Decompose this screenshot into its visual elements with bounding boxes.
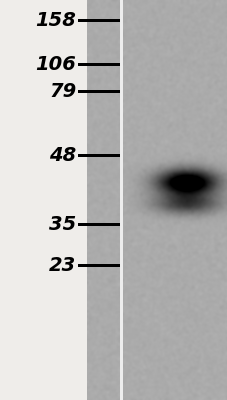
Text: 79: 79 — [49, 82, 76, 101]
Text: 23: 23 — [49, 256, 76, 275]
Text: 158: 158 — [35, 11, 76, 30]
Text: 48: 48 — [49, 146, 76, 165]
Text: 106: 106 — [35, 54, 76, 74]
Text: 35: 35 — [49, 215, 76, 234]
